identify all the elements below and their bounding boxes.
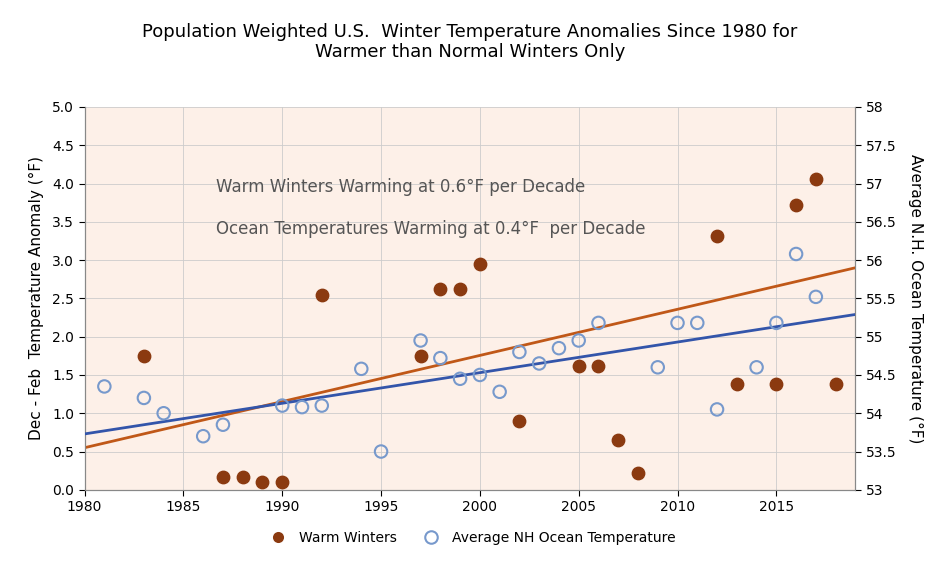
Point xyxy=(432,285,447,294)
Point xyxy=(789,249,804,258)
Point xyxy=(156,409,171,418)
Point xyxy=(274,401,290,410)
Text: Population Weighted U.S.  Winter Temperature Anomalies Since 1980 for
Warmer tha: Population Weighted U.S. Winter Temperat… xyxy=(142,23,798,61)
Legend: Warm Winters, Average NH Ocean Temperature: Warm Winters, Average NH Ocean Temperatu… xyxy=(258,525,682,551)
Point xyxy=(611,436,626,445)
Point xyxy=(215,472,230,481)
Point xyxy=(314,401,329,410)
Point xyxy=(413,336,428,345)
Point xyxy=(670,319,685,328)
Point xyxy=(769,379,784,388)
Point xyxy=(591,361,606,370)
Point xyxy=(215,420,230,429)
Point xyxy=(314,290,329,299)
Point xyxy=(353,364,368,373)
Point xyxy=(749,363,764,372)
Point xyxy=(413,351,428,360)
Point xyxy=(808,175,823,184)
Point xyxy=(294,403,309,412)
Point xyxy=(769,319,784,328)
Point xyxy=(808,292,823,301)
Point xyxy=(452,374,467,383)
Point xyxy=(690,319,705,328)
Point xyxy=(572,336,587,345)
Point xyxy=(473,260,488,269)
Y-axis label: Average N.H. Ocean Temperature (°F): Average N.H. Ocean Temperature (°F) xyxy=(908,154,923,443)
Point xyxy=(255,477,270,486)
Point xyxy=(473,370,488,379)
Point xyxy=(828,379,843,388)
Point xyxy=(710,231,725,240)
Text: Ocean Temperatures Warming at 0.4°F  per Decade: Ocean Temperatures Warming at 0.4°F per … xyxy=(215,221,645,239)
Point xyxy=(97,382,112,391)
Point xyxy=(710,405,725,414)
Point xyxy=(274,477,290,486)
Point xyxy=(512,417,527,426)
Point xyxy=(532,359,547,368)
Point xyxy=(373,447,388,456)
Point xyxy=(136,394,151,403)
Point xyxy=(729,379,744,388)
Point xyxy=(572,361,587,370)
Point xyxy=(432,354,447,363)
Point xyxy=(591,319,606,328)
Point xyxy=(493,387,508,396)
Point xyxy=(512,347,527,356)
Y-axis label: Dec - Feb  Temperature Anomaly (°F): Dec - Feb Temperature Anomaly (°F) xyxy=(29,157,44,440)
Point xyxy=(650,363,666,372)
Point xyxy=(235,472,250,481)
Point xyxy=(136,351,151,360)
Point xyxy=(452,285,467,294)
Point xyxy=(789,200,804,209)
Text: Warm Winters Warming at 0.6°F per Decade: Warm Winters Warming at 0.6°F per Decade xyxy=(215,178,585,196)
Point xyxy=(631,468,646,477)
Point xyxy=(552,343,567,352)
Point xyxy=(196,432,211,441)
